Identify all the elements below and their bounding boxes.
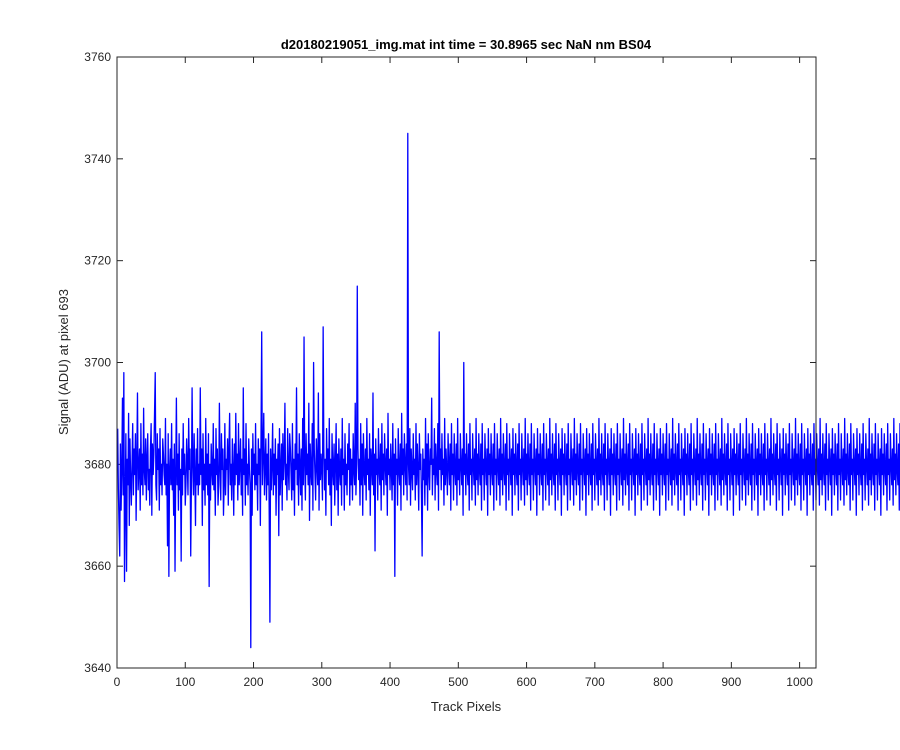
x-tick-label: 300 <box>312 675 332 689</box>
x-tick-label: 900 <box>721 675 741 689</box>
y-tick-label: 3700 <box>84 356 111 370</box>
y-tick-label: 3720 <box>84 254 111 268</box>
y-axis-ticks: 3640 3660 3680 3700 3720 3740 3760 <box>84 50 816 675</box>
x-axis-label: Track Pixels <box>431 699 502 714</box>
y-tick-label: 3740 <box>84 152 111 166</box>
x-tick-label: 600 <box>517 675 537 689</box>
axes-background <box>117 57 816 668</box>
x-tick-label: 700 <box>585 675 605 689</box>
x-tick-label: 0 <box>114 675 121 689</box>
x-tick-label: 500 <box>448 675 468 689</box>
y-tick-label: 3640 <box>84 661 111 675</box>
x-axis-ticks: 0 100 200 300 400 500 600 700 800 900 1000 <box>114 57 813 689</box>
y-axis-label: Signal (ADU) at pixel 693 <box>56 289 71 435</box>
series-line-0 <box>117 132 900 649</box>
x-tick-label: 100 <box>175 675 195 689</box>
y-tick-label: 3760 <box>84 50 111 64</box>
axes-box <box>116 56 817 669</box>
x-tick-label: 1000 <box>786 675 813 689</box>
chart-title: d20180219051_img.mat int time = 30.8965 … <box>281 37 652 52</box>
x-tick-label: 800 <box>653 675 673 689</box>
x-tick-label: 400 <box>380 675 400 689</box>
x-tick-label: 200 <box>244 675 264 689</box>
series-layer <box>117 132 900 649</box>
y-tick-label: 3680 <box>84 457 111 471</box>
y-tick-label: 3660 <box>84 559 111 573</box>
